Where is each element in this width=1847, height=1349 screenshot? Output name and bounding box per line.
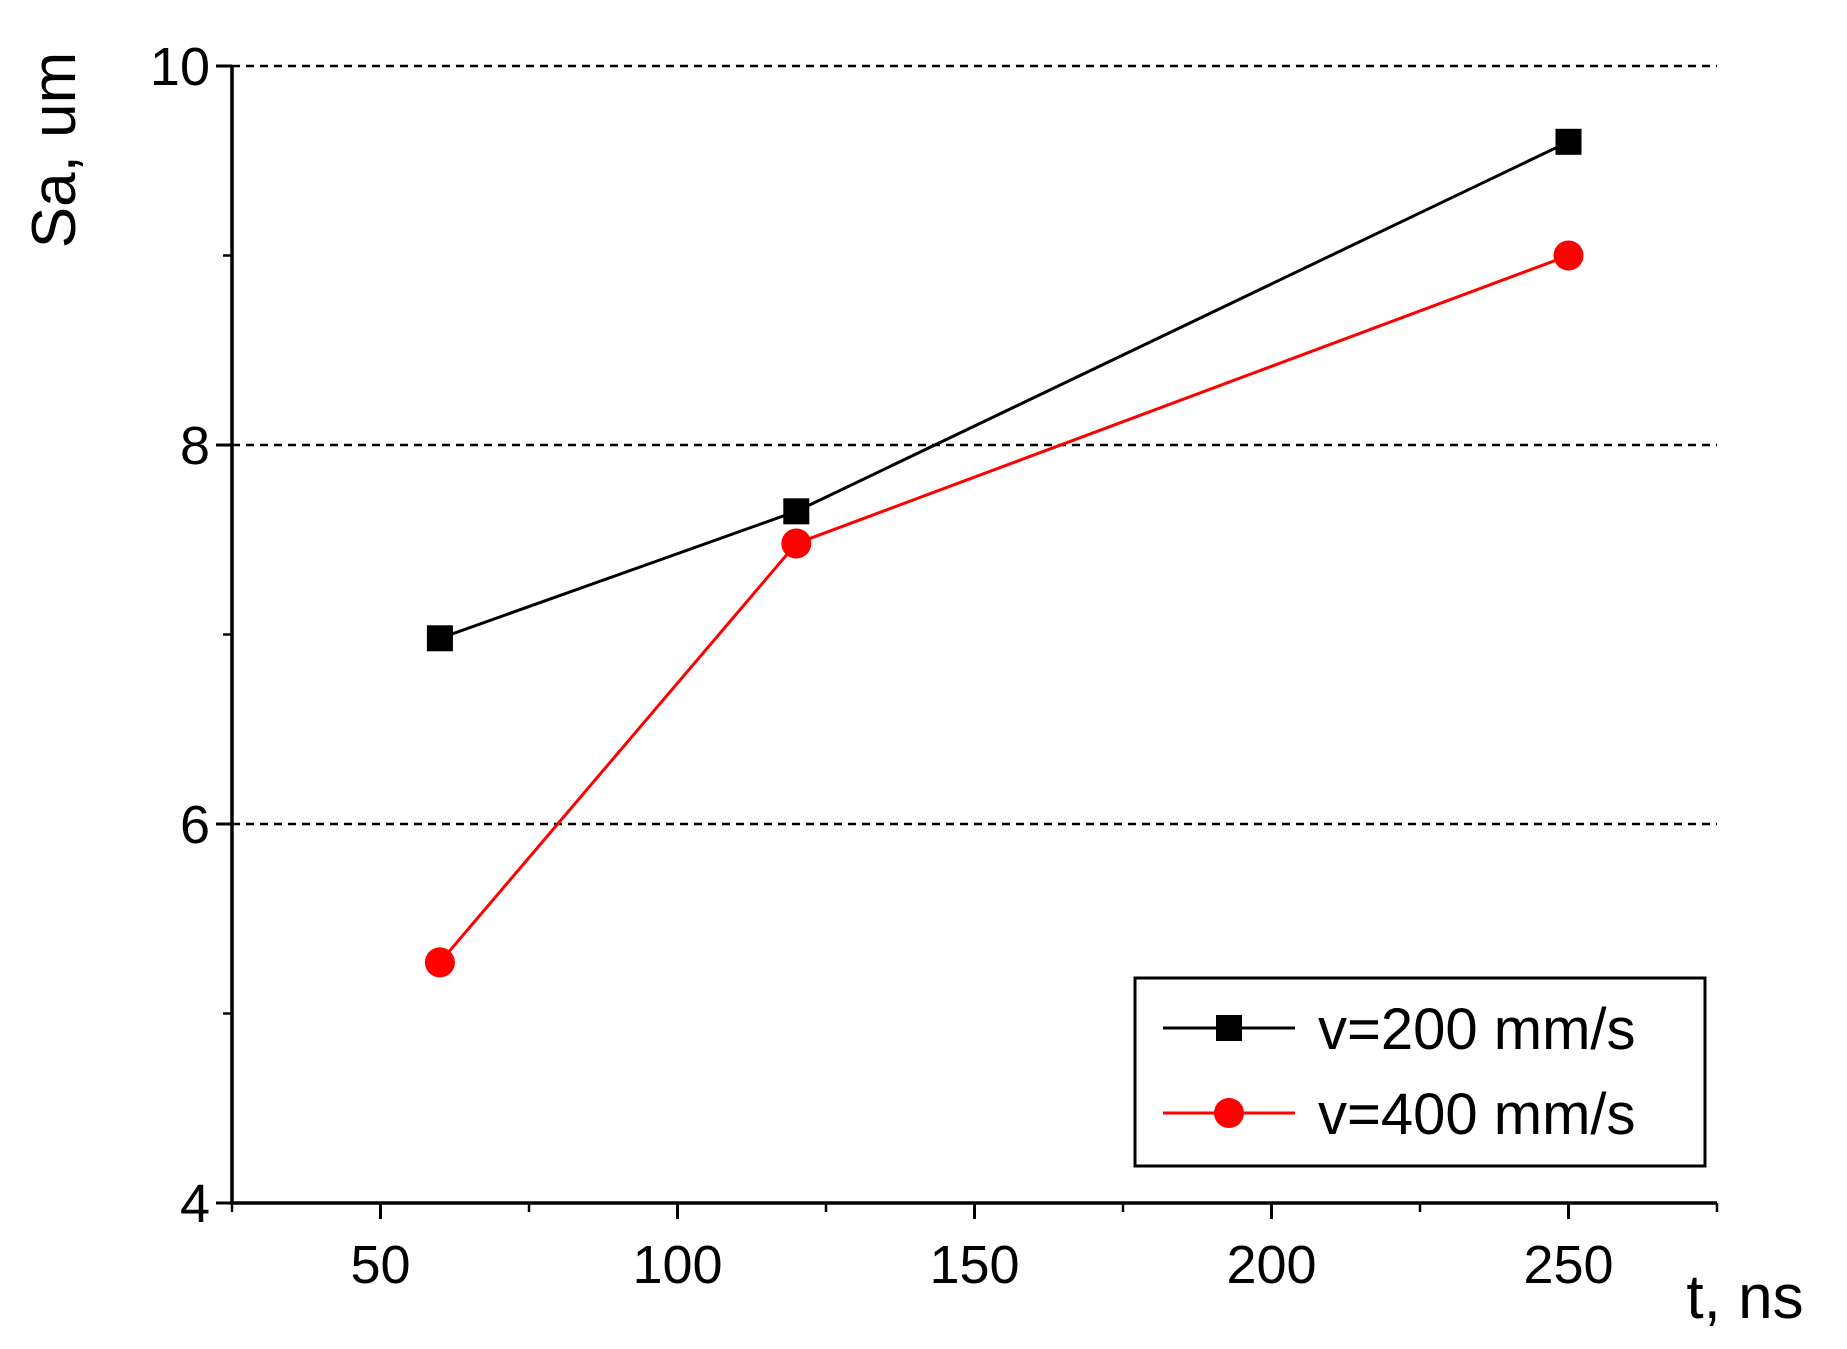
axis-labels: Sa, um t, ns bbox=[20, 52, 1804, 1332]
series-line-1 bbox=[439, 140, 1570, 640]
x-axis-title: t, ns bbox=[1686, 1263, 1803, 1332]
x-tick-label-100: 100 bbox=[632, 1235, 722, 1295]
series-group bbox=[424, 128, 1584, 978]
data-point-s1-120 bbox=[783, 498, 810, 525]
legend-label-1: v=200 mm/s bbox=[1318, 997, 1636, 1062]
x-tick-label-250: 250 bbox=[1523, 1235, 1613, 1295]
x-tick-label-150: 150 bbox=[929, 1235, 1019, 1295]
data-point-s2-60 bbox=[424, 947, 455, 978]
data-point-s1-250 bbox=[1555, 128, 1582, 155]
axes: 4 6 8 10 50 100 150 200 250 bbox=[150, 37, 1719, 1295]
grid-lines bbox=[232, 64, 1717, 826]
y-tick-label-10: 10 bbox=[150, 37, 210, 97]
legend-marker-2 bbox=[1214, 1098, 1244, 1128]
y-tick-label-6: 6 bbox=[180, 795, 210, 855]
data-point-s1-60 bbox=[426, 625, 453, 652]
x-tick-label-200: 200 bbox=[1226, 1235, 1316, 1295]
legend-marker-1 bbox=[1216, 1015, 1242, 1041]
y-tick-label-8: 8 bbox=[180, 416, 210, 476]
y-axis-title: Sa, um bbox=[20, 52, 89, 248]
legend-box bbox=[1133, 976, 1707, 1168]
x-tick-label-50: 50 bbox=[350, 1235, 410, 1295]
y-tick-label-4: 4 bbox=[180, 1174, 210, 1234]
legend-label-2: v=400 mm/s bbox=[1318, 1082, 1636, 1147]
data-point-s2-120 bbox=[781, 528, 812, 559]
legend: v=200 mm/s v=400 mm/s bbox=[1133, 976, 1707, 1168]
data-point-s2-250 bbox=[1553, 240, 1584, 271]
series-line-2 bbox=[438, 254, 1570, 964]
